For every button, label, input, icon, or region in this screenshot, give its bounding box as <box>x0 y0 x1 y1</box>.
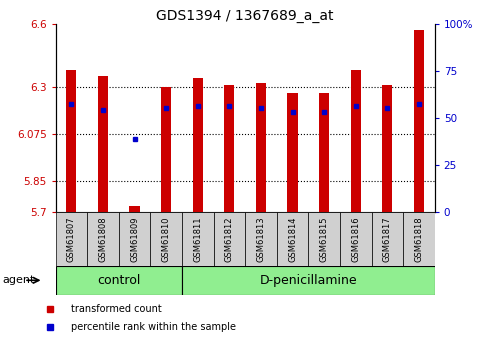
Bar <box>98 76 108 212</box>
Bar <box>403 212 435 266</box>
Text: GSM61815: GSM61815 <box>320 216 328 262</box>
Bar <box>351 70 361 212</box>
Bar <box>129 206 140 212</box>
Bar <box>56 212 87 266</box>
Text: GSM61813: GSM61813 <box>256 216 266 262</box>
Bar <box>414 30 424 212</box>
Bar <box>193 78 203 212</box>
Bar <box>182 212 213 266</box>
Text: transformed count: transformed count <box>71 304 162 314</box>
Text: GSM61809: GSM61809 <box>130 216 139 262</box>
Text: GSM61807: GSM61807 <box>67 216 76 262</box>
Bar <box>119 212 150 266</box>
Bar <box>256 83 266 212</box>
Bar <box>224 85 234 212</box>
Bar <box>213 212 245 266</box>
Text: GSM61814: GSM61814 <box>288 216 297 262</box>
Text: D-penicillamine: D-penicillamine <box>259 274 357 287</box>
Bar <box>287 93 298 212</box>
Text: GSM61816: GSM61816 <box>351 216 360 262</box>
Text: agent: agent <box>2 275 35 285</box>
Bar <box>340 212 371 266</box>
Bar <box>277 212 308 266</box>
Text: GSM61808: GSM61808 <box>99 216 107 262</box>
Bar <box>66 70 76 212</box>
Text: GSM61817: GSM61817 <box>383 216 392 262</box>
Text: GSM61818: GSM61818 <box>414 216 424 262</box>
Bar <box>245 212 277 266</box>
Bar <box>319 93 329 212</box>
Text: GSM61810: GSM61810 <box>162 216 170 262</box>
Title: GDS1394 / 1367689_a_at: GDS1394 / 1367689_a_at <box>156 9 334 23</box>
Bar <box>56 266 182 295</box>
Text: GSM61812: GSM61812 <box>225 216 234 262</box>
Text: percentile rank within the sample: percentile rank within the sample <box>71 323 236 332</box>
Bar <box>308 212 340 266</box>
Bar <box>382 85 392 212</box>
Text: control: control <box>97 274 141 287</box>
Bar <box>161 87 171 212</box>
Text: GSM61811: GSM61811 <box>193 216 202 262</box>
Bar <box>150 212 182 266</box>
Bar <box>87 212 119 266</box>
Bar <box>182 266 435 295</box>
Bar <box>371 212 403 266</box>
